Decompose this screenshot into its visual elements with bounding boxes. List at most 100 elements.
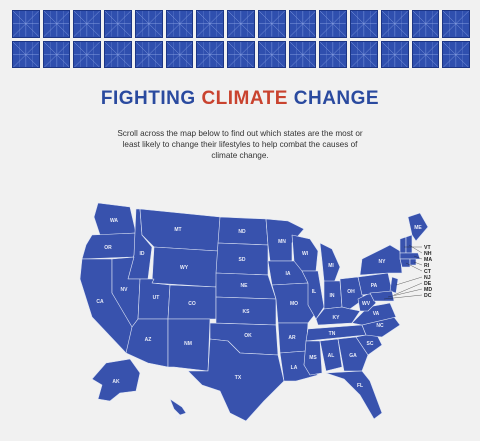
label-dc: DC: [424, 293, 432, 299]
label-al: AL: [328, 353, 335, 359]
solar-panel-tile: [380, 10, 409, 38]
label-in: IN: [330, 293, 335, 299]
northeast-callout-lines: [383, 244, 423, 300]
state-oh[interactable]: [339, 276, 365, 310]
label-hi: HI: [176, 415, 182, 421]
solar-panel-tile: [227, 40, 255, 68]
solar-panel-tile: [104, 10, 132, 38]
label-ny: NY: [379, 259, 387, 265]
solar-panel-tile: [12, 40, 40, 68]
solar-panel-tile: [12, 10, 40, 38]
state-ri[interactable]: [409, 258, 417, 266]
label-ne: NE: [241, 283, 249, 289]
solar-panel-tile: [411, 10, 440, 38]
state-vt[interactable]: [399, 236, 407, 254]
label-id: ID: [140, 251, 145, 257]
label-fl: FL: [357, 383, 363, 389]
solar-panel-tile: [134, 10, 163, 38]
label-ks: KS: [243, 309, 251, 315]
solar-panel-tile: [196, 10, 225, 38]
title-part-change: CHANGE: [287, 88, 380, 109]
state-ma[interactable]: [399, 252, 421, 260]
label-me: ME: [414, 225, 422, 231]
label-nj: NJ: [424, 275, 431, 281]
label-tx: TX: [235, 375, 242, 381]
label-oh: OH: [347, 289, 355, 295]
label-ma: MA: [424, 257, 432, 263]
label-la: LA: [291, 365, 298, 371]
solar-panel-tile: [165, 10, 194, 38]
solar-panel-tile: [350, 40, 378, 68]
state-al[interactable]: [319, 338, 343, 372]
state-nm[interactable]: [167, 318, 211, 372]
solar-panel-tile: [319, 40, 348, 68]
title-part-fighting: FIGHTING: [100, 88, 202, 109]
solar-panel-banner: [12, 10, 470, 68]
label-il: IL: [312, 289, 316, 295]
solar-panel-tile: [442, 40, 470, 68]
label-ia: IA: [286, 271, 291, 277]
state-hi[interactable]: [169, 398, 187, 416]
state-ga[interactable]: [337, 336, 369, 372]
label-nv: NV: [121, 287, 129, 293]
label-nd: ND: [238, 229, 246, 235]
label-wi: WI: [302, 251, 309, 257]
state-nh[interactable]: [405, 234, 413, 254]
state-md[interactable]: [369, 290, 395, 302]
solar-panel-tile: [42, 10, 71, 38]
label-ar: AR: [288, 335, 296, 341]
label-mi: MI: [328, 263, 334, 269]
page-title: FIGHTING CLIMATE CHANGE: [0, 88, 480, 110]
solar-panel-tile: [411, 40, 440, 68]
label-de: DE: [424, 281, 432, 287]
state-ky[interactable]: [315, 306, 361, 326]
label-wy: WY: [180, 265, 189, 271]
label-sc: SC: [367, 341, 374, 347]
label-nh: NH: [424, 251, 432, 257]
label-ok: OK: [244, 333, 252, 339]
solar-panel-tile: [42, 40, 71, 68]
label-pa: PA: [371, 283, 378, 289]
solar-panel-tile: [134, 40, 163, 68]
label-wa: WA: [110, 218, 118, 224]
state-az[interactable]: [125, 318, 169, 368]
label-az: AZ: [145, 337, 152, 343]
intro-text: Scroll across the map below to find out …: [117, 129, 363, 160]
state-ak[interactable]: [91, 358, 141, 402]
state-tx[interactable]: [187, 338, 285, 422]
state-ms[interactable]: [303, 340, 323, 376]
solar-panel-tile: [442, 10, 470, 38]
label-md: MD: [424, 287, 432, 293]
solar-panel-tile: [319, 10, 348, 38]
label-va: VA: [373, 311, 380, 317]
label-ut: UT: [153, 295, 160, 301]
solar-panel-tile: [104, 40, 132, 68]
state-ct[interactable]: [399, 258, 411, 268]
label-co: CO: [188, 301, 196, 307]
solar-panel-tile: [257, 10, 286, 38]
state-nj[interactable]: [389, 276, 399, 294]
solar-panel-tile: [257, 40, 286, 68]
label-ga: GA: [349, 353, 357, 359]
label-vt: VT: [424, 245, 431, 251]
label-mo: MO: [290, 301, 298, 307]
label-nc: NC: [376, 323, 384, 329]
label-tn: TN: [329, 331, 336, 337]
label-sd: SD: [239, 257, 246, 263]
us-states-map[interactable]: VT NH MA RI CT NJ DE MD DC WA OR CA ID N…: [70, 195, 440, 430]
solar-panel-tile: [196, 40, 225, 68]
state-fl[interactable]: [325, 370, 383, 420]
label-ca: CA: [96, 299, 104, 305]
solar-panel-tile: [227, 10, 255, 38]
solar-panel-tile: [350, 10, 378, 38]
solar-panel-tile: [73, 10, 102, 38]
state-mn[interactable]: [265, 218, 305, 262]
state-me[interactable]: [407, 212, 429, 242]
label-ak: AK: [112, 379, 120, 385]
state-or[interactable]: [81, 232, 137, 260]
state-ny[interactable]: [359, 244, 403, 276]
label-ct: CT: [424, 269, 432, 275]
label-ms: MS: [309, 355, 317, 361]
title-part-climate: CLIMATE: [201, 88, 288, 109]
label-wv: WV: [362, 301, 371, 307]
